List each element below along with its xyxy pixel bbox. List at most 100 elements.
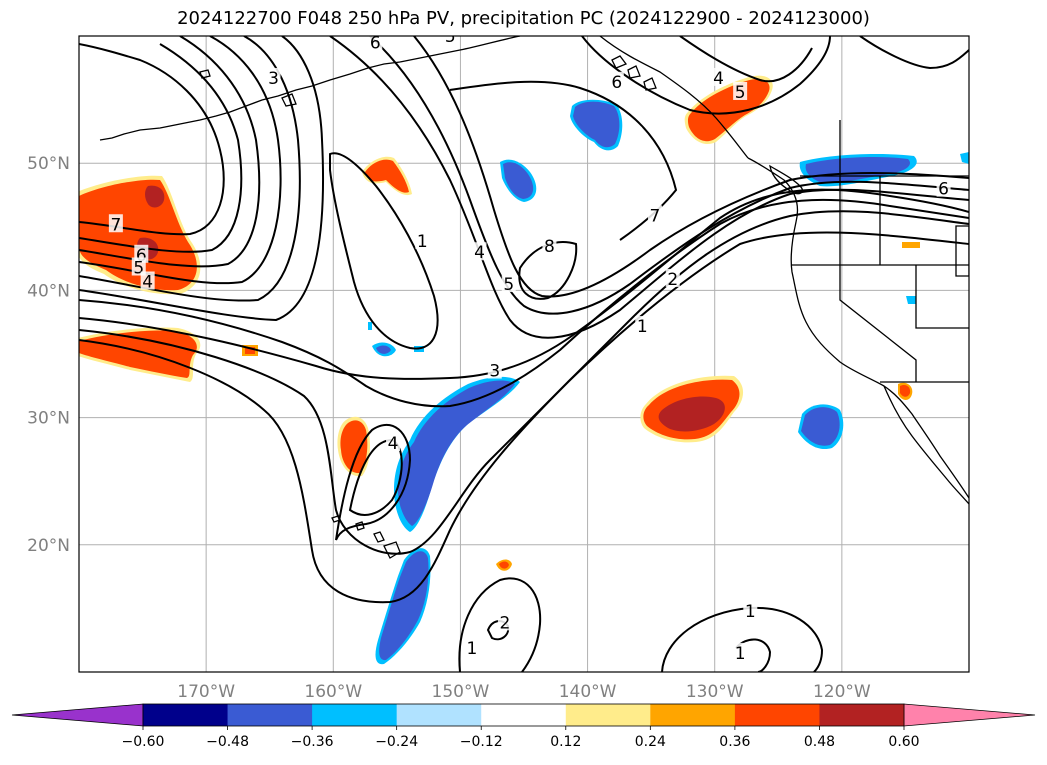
contour-label-bg: [501, 274, 516, 293]
colorbar-segment: [734, 704, 820, 726]
contour-label-bg: [487, 360, 502, 379]
precip-positive-area: [365, 159, 409, 193]
contour-label: 4: [388, 434, 399, 454]
contour-label: 7: [110, 215, 121, 235]
precip-positive-area: [79, 179, 197, 291]
precip-positive-area: [79, 330, 197, 378]
border-state: [955, 225, 969, 277]
contour-label: 3: [489, 362, 500, 382]
contour-label-bg: [140, 271, 155, 290]
contour-label: 1: [466, 639, 477, 659]
longitude-labels: 170°W 160°W 150°W 140°W 130°W 120°W: [177, 682, 871, 702]
precip-negative-area: [801, 407, 840, 446]
border-state: [915, 265, 969, 329]
colorbar-tick-label: 0.48: [804, 734, 835, 750]
coastline-alaska-panhandle: [599, 36, 749, 159]
pv-contour: [369, 36, 969, 315]
colorbar-tick-label: 0.60: [888, 734, 919, 750]
colorbar-tick-label: −0.60: [122, 734, 165, 750]
precip-negative-area: [398, 380, 515, 526]
coastline-north-america: [747, 157, 969, 499]
lat-tick-label: 20°N: [27, 536, 70, 556]
contour-label-bg: [131, 257, 146, 276]
coastline-vancouver-island: [769, 164, 804, 195]
contour-label: 1: [417, 232, 428, 252]
colorbar-frame: [142, 703, 905, 727]
precip-positive-area: [145, 185, 165, 208]
colorbar-tick-label: 0.36: [719, 734, 750, 750]
coastline-hawaii: [373, 531, 385, 543]
contour-label-bg: [743, 600, 758, 619]
map-border: [78, 35, 970, 673]
contour-label-bg: [733, 642, 748, 661]
coastline-hawaii: [383, 541, 401, 559]
contour-label: 1: [637, 317, 648, 337]
coastline-islands: [199, 69, 211, 79]
contour-label: 6: [370, 33, 381, 53]
contour-label: 5: [445, 27, 456, 47]
contour-label-bg: [635, 316, 650, 335]
coastline-alaska: [399, 36, 521, 63]
pv-contour: [859, 36, 969, 70]
lon-tick-label: 130°W: [686, 682, 744, 702]
contour-label: 4: [474, 243, 485, 263]
lon-tick-label: 170°W: [177, 682, 235, 702]
contour-label-bg: [647, 205, 662, 224]
coastlines: [99, 36, 969, 559]
precip-negative-area: [960, 152, 969, 164]
precip-positive-area: [687, 79, 770, 142]
pv-contour: [348, 438, 403, 516]
contour-label: 1: [735, 644, 746, 664]
latitude-labels: 20°N 30°N 40°N 50°N: [27, 154, 70, 556]
precip-negative-area: [368, 322, 372, 330]
contour-label-bg: [497, 612, 512, 631]
pv-contour: [79, 36, 261, 268]
pv-contour: [329, 36, 969, 339]
contour-label: 4: [713, 69, 724, 89]
contour-label: 5: [133, 259, 144, 279]
contour-label-bg: [733, 81, 748, 100]
lon-tick-label: 150°W: [432, 682, 490, 702]
pv-contour: [79, 198, 969, 408]
contour-label-bg: [386, 433, 401, 452]
pv-contour: [79, 43, 225, 236]
contour-label: 6: [136, 246, 147, 266]
pv-contour: [679, 36, 813, 83]
contour-label-bg: [609, 71, 624, 90]
map-title: 2024122700 F048 250 hPa PV, precipitatio…: [177, 8, 870, 29]
coastline-baja: [883, 385, 969, 505]
pv-contour: [79, 36, 301, 302]
pv-contour: [79, 36, 282, 285]
colorbar-extend-min: [11, 703, 144, 727]
precip-positive-area: [900, 384, 911, 397]
coastline-islands: [611, 55, 657, 91]
contour-label: 5: [503, 275, 514, 295]
colorbar-segment: [650, 704, 736, 726]
colorbar: −0.60 −0.48 −0.36 −0.24 −0.12 0.12 0.24 0.36 0.4…: [11, 703, 1036, 750]
contour-label-bg: [108, 214, 123, 233]
colorbar-tick-label: 0.12: [550, 734, 581, 750]
precip-positive-area: [340, 420, 368, 474]
contour-label-bg: [936, 178, 951, 197]
pv-contour: [458, 577, 542, 672]
pv-contour: [735, 638, 772, 672]
lat-tick-label: 40°N: [27, 281, 70, 301]
pv-contour: [79, 210, 969, 555]
colorbar-segment: [481, 704, 567, 726]
contour-label: 1: [745, 602, 756, 622]
coastline-hawaii: [331, 515, 341, 523]
contour-label: 2: [667, 270, 678, 290]
contour-label: 6: [938, 180, 949, 200]
colorbar-extend-max: [903, 703, 1036, 727]
contour-label: 2: [500, 613, 511, 633]
coastline-kodiak: [281, 93, 297, 107]
contour-label-bg: [665, 268, 680, 287]
pv-contour: [79, 231, 969, 604]
contour-label: 3: [268, 69, 279, 89]
precip-negative-area: [906, 296, 916, 304]
colorbar-tick-label: −0.24: [375, 734, 418, 750]
pv-contour: [329, 152, 439, 350]
contour-label: 4: [142, 272, 153, 292]
lon-tick-label: 120°W: [813, 682, 871, 702]
